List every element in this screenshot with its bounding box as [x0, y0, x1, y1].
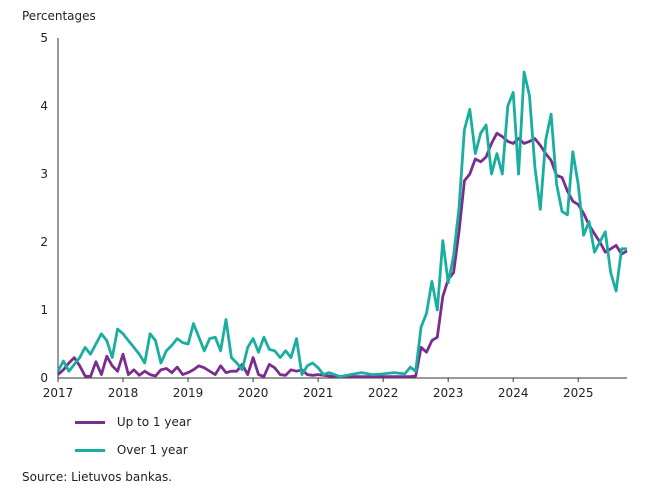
- legend-item-over-1-year: Over 1 year: [75, 438, 191, 466]
- series-line-over-1-year: [56, 70, 627, 379]
- series-line-up-to-1-year: [57, 131, 628, 379]
- x-tick-label: 2025: [563, 386, 594, 400]
- series-layer: [56, 70, 628, 379]
- x-tick-label: 2021: [303, 386, 334, 400]
- x-tick-label: 2018: [108, 386, 139, 400]
- y-axis-label: Percentages: [22, 9, 96, 23]
- x-tick-label: 2020: [238, 386, 269, 400]
- source-note: Source: Lietuvos bankas.: [22, 470, 173, 484]
- x-tick-label: 2022: [368, 386, 399, 400]
- legend-label-over-1-year: Over 1 year: [116, 443, 188, 457]
- legend-swatch-up-to-1-year: [75, 421, 105, 424]
- x-tick-label: 2024: [498, 386, 529, 400]
- y-tick-label: 4: [40, 99, 48, 113]
- y-tick-label: 1: [40, 303, 48, 317]
- x-tick-label: 2023: [433, 386, 464, 400]
- y-tick-label: 2: [40, 235, 48, 249]
- legend-label-up-to-1-year: Up to 1 year: [116, 415, 192, 429]
- y-tick-label: 5: [40, 31, 48, 45]
- legend: Up to 1 year Over 1 year: [75, 410, 191, 466]
- legend-swatch-over-1-year: [75, 449, 105, 452]
- x-tick-label: 2019: [173, 386, 204, 400]
- legend-item-up-to-1-year: Up to 1 year: [75, 410, 191, 438]
- x-tick-label: 2017: [43, 386, 74, 400]
- y-tick-labels: 0 1 2 3 4 5: [40, 31, 48, 385]
- y-tick-label: 3: [40, 167, 48, 181]
- x-tick-labels: 2017 2018 2019 2020 2021 2022 2023 2024 2025: [43, 378, 594, 400]
- y-tick-label: 0: [40, 371, 48, 385]
